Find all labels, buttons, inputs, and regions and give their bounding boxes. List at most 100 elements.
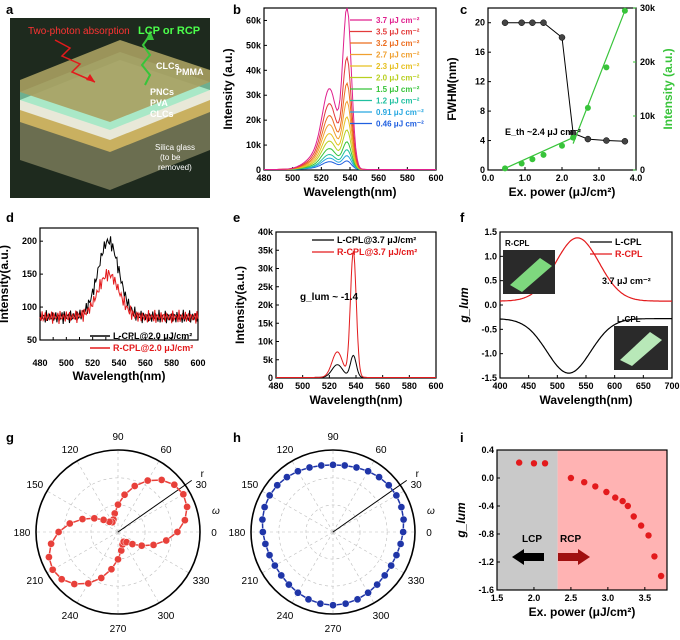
panel-c-fwhm-point: [529, 19, 536, 26]
panel-h-point: [283, 473, 291, 481]
panel-e-xtick-label: 480: [268, 381, 283, 391]
panel-i-lcp-region: [497, 450, 558, 590]
panel-i-rcp-label: RCP: [560, 534, 581, 545]
panel-i-xlabel: Ex. power (μJ/cm²): [529, 605, 636, 619]
panel-e-chart: 480 500 520 540 560 580 600 0 5k 10k 15k 20k 25k 30k 3…: [233, 227, 444, 407]
panel-i-point: [515, 459, 523, 466]
panel-b-ytick-label: 0: [256, 165, 261, 175]
panel-a-label-clcs-bottom: CLCs: [150, 109, 174, 119]
panel-c-fwhm-point: [584, 135, 592, 143]
panel-a-schematic: Two-photon absorption LCP or RCP CLCs PM…: [10, 18, 210, 198]
panel-g-grid-spoke: [46, 490, 119, 533]
panel-h-point: [294, 588, 302, 597]
panel-i-xtick-label: 2.0: [528, 593, 541, 603]
panel-c-xtick-label: 4.0: [630, 173, 643, 183]
panel-c-intensity-point: [570, 134, 577, 141]
panel-d-legend-label: R-CPL@2.0 μJ/cm²: [113, 343, 193, 353]
panel-b-ytick-label: 50k: [246, 40, 262, 50]
panel-c-ylabel: FWHM(nm): [445, 57, 459, 120]
panel-g-point: [181, 516, 189, 525]
panel-b-legend-label: 0.91 μJ cm⁻²: [376, 108, 424, 117]
panel-d-series-line: [39, 268, 199, 324]
clcs-layer-top: [20, 40, 210, 122]
panel-b-legend-label: 2.0 μJ cm⁻²: [376, 74, 420, 83]
panel-f-chart: 400 450 500 550 600 650 700 -1.5 -1.0 -0.5 0.0 0.5 1…: [457, 227, 680, 407]
panel-a-label-removed: removed): [158, 163, 192, 172]
panel-i-ytick-label: -0.4: [478, 501, 494, 511]
panel-c-ytick-label: 12: [475, 77, 485, 87]
panel-g-point: [157, 476, 166, 484]
panel-f-xtick-label: 600: [607, 381, 622, 391]
panel-h-angle-label: 120: [277, 445, 294, 456]
panel-h-angle-label: 270: [325, 624, 342, 635]
panel-b-legend-label: 3.5 μJ cm⁻²: [376, 28, 420, 37]
panel-c-intensity-point: [584, 104, 591, 111]
panel-letter-g: g: [6, 430, 14, 445]
panel-h-point: [265, 551, 274, 559]
panel-d-xlabel: Wavelength(nm): [73, 369, 166, 383]
panel-g-point: [97, 574, 106, 582]
panel-h-point: [273, 481, 282, 490]
panel-d-ytick-label: 50: [27, 335, 37, 345]
panel-d-xtick-label: 560: [138, 358, 153, 368]
panel-i-point: [630, 513, 637, 520]
panel-h-chart: 0 30 60 90 120 150 180 210 240 270 300 330 r ω: [229, 432, 435, 635]
panel-c-xtick-label: 1.0: [519, 173, 532, 183]
panel-g-angle-label: 150: [27, 480, 44, 491]
panel-b-xtick-label: 580: [400, 173, 415, 183]
panel-i-xtick-label: 1.5: [491, 593, 504, 603]
panel-e-ytick-label: 40k: [258, 227, 274, 237]
panel-g-chart: 0 30 60 90 120 150 180 210 240 270 300 330 r ω: [14, 432, 220, 635]
panel-g-angle-label: 270: [110, 624, 127, 635]
panel-h-r-label: r: [416, 469, 420, 480]
panel-i-ytick-label: 0.0: [481, 473, 494, 483]
panel-g-grid-spoke: [117, 460, 160, 533]
panel-i-plot-frame: [496, 449, 668, 591]
panel-i-point: [624, 502, 632, 510]
panel-g-point: [47, 539, 55, 548]
panel-i-point: [612, 494, 619, 501]
panel-d-xtick-label: 520: [85, 358, 100, 368]
panel-h-point: [277, 571, 286, 580]
panel-d-xtick-label: 540: [111, 358, 126, 368]
panel-b-xtick-label: 500: [285, 173, 300, 183]
panel-e-ylabel: Intensity(a.u.): [233, 266, 247, 344]
panel-h-grid-spoke: [332, 490, 405, 533]
panel-c-fwhm-point: [540, 19, 547, 26]
panel-b-legend-label: 1.5 μJ cm⁻²: [376, 85, 420, 94]
panel-i-point: [530, 460, 538, 467]
panel-h-point: [387, 561, 395, 570]
panel-e-legend-label: R-CPL@3.7 μJ/cm²: [337, 247, 417, 257]
panel-c-xtick-label: 2.0: [556, 173, 569, 183]
panel-h-point: [399, 528, 408, 536]
panel-b-ytick-label: 60k: [246, 15, 262, 25]
panel-g-outer-ring: [35, 449, 201, 615]
panel-g-point: [48, 565, 57, 574]
panel-c-xtick-label: 3.0: [593, 173, 606, 183]
panel-b-legend-label: 2.7 μJ cm⁻²: [376, 51, 420, 60]
panel-letter-h: h: [233, 430, 241, 445]
panel-c-fwhm-point: [518, 19, 525, 26]
panel-g-point: [137, 541, 146, 550]
panel-f-xlabel: Wavelength(nm): [540, 393, 633, 407]
panel-g-grid-spoke: [117, 531, 190, 574]
panel-d-legend-label: L-CPL@2.0 μJ/cm²: [113, 331, 192, 341]
panel-h-angle-label: 300: [373, 611, 390, 622]
panel-a-label-pva: PVA: [150, 98, 168, 108]
panel-g-angle-label: 120: [62, 445, 79, 456]
panel-g-point: [183, 503, 191, 511]
panel-i-xtick-label: 3.5: [639, 593, 652, 603]
panel-d-chart: 480 500 520 540 560 580 600 50 100 150 200 Waveleng…: [0, 227, 206, 383]
panel-letter-f: f: [460, 210, 465, 225]
panel-b-legend-label: 0.46 μJ cm⁻²: [376, 120, 424, 129]
panel-c-fwhm-line: [505, 22, 625, 142]
panel-e-ytick-label: 5k: [263, 355, 274, 365]
panel-c-ytick-right-label: 10k: [640, 111, 656, 121]
two-photon-beam-line: [54, 39, 96, 83]
panel-g-angle-label: 180: [14, 528, 31, 539]
panel-b-xtick-label: 600: [428, 173, 443, 183]
panel-e-xtick-label: 600: [428, 381, 443, 391]
panel-f-inset-rcpl-sample: [510, 258, 552, 292]
panel-g-point: [128, 540, 137, 548]
panel-i-point: [657, 572, 665, 580]
